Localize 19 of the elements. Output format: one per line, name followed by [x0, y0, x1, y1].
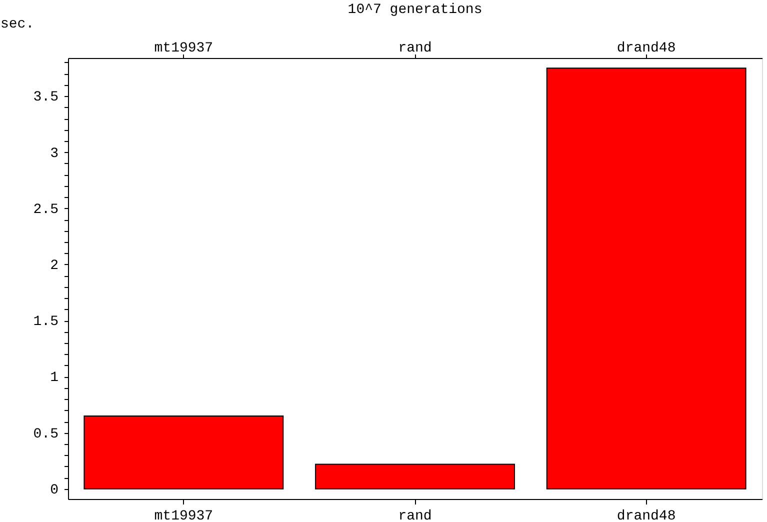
- y-axis-title: sec.: [0, 16, 34, 32]
- category-label: mt19937: [154, 508, 214, 522]
- y-tick-label: 3.5: [33, 90, 58, 106]
- bar: [546, 68, 746, 490]
- y-tick-label: 2: [50, 258, 58, 274]
- y-tick-label: 0: [50, 482, 58, 498]
- category-label: rand: [398, 508, 432, 522]
- category-label: drand48: [616, 508, 676, 522]
- bar: [315, 464, 515, 490]
- x-tick-label: drand48: [616, 40, 676, 56]
- y-tick-label: 3: [50, 146, 58, 162]
- y-tick-label: 1: [50, 370, 58, 386]
- bar: [84, 415, 284, 490]
- y-tick-label: 1.5: [33, 314, 58, 330]
- chart-title: 10^7 generations: [348, 2, 482, 18]
- x-tick-label: mt19937: [154, 40, 214, 56]
- y-tick-label: 0.5: [33, 426, 58, 442]
- y-tick-label: 2.5: [33, 202, 58, 218]
- x-tick-label: rand: [398, 40, 432, 56]
